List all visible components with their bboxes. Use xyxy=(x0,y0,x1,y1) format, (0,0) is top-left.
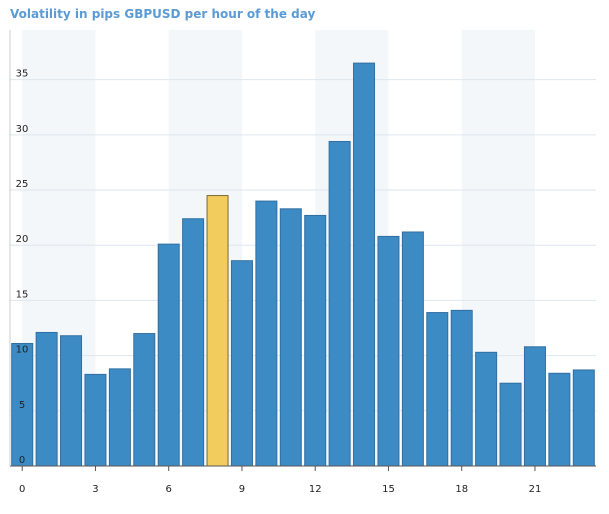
y-tick-label: 35 xyxy=(16,69,29,80)
y-tick-label: 5 xyxy=(19,400,25,411)
bar xyxy=(60,335,83,467)
y-tick-label: 0 xyxy=(19,455,25,466)
bar xyxy=(572,369,595,467)
bar-highlighted xyxy=(206,195,229,467)
y-tick-label: 15 xyxy=(16,289,29,300)
x-tick-label: 15 xyxy=(382,484,395,495)
bar xyxy=(304,214,327,467)
bar xyxy=(353,62,376,467)
bar xyxy=(328,140,351,467)
bar xyxy=(84,373,107,467)
bar xyxy=(255,200,278,467)
background-band xyxy=(168,30,242,466)
bar xyxy=(499,382,522,467)
x-tick-label: 18 xyxy=(455,484,468,495)
chart-title: Volatility in pips GBPUSD per hour of th… xyxy=(10,7,316,21)
x-tick-label: 6 xyxy=(166,484,172,495)
y-tick-label: 10 xyxy=(16,345,29,356)
bar xyxy=(523,346,546,467)
bar xyxy=(157,243,180,467)
bar xyxy=(548,372,571,467)
x-tick-label: 21 xyxy=(529,484,542,495)
y-tick-label: 30 xyxy=(16,124,29,135)
bar xyxy=(279,208,302,467)
y-tick-label: 25 xyxy=(16,179,29,190)
bar xyxy=(475,351,498,467)
y-tick-label: 20 xyxy=(16,234,29,245)
background-band xyxy=(315,30,389,466)
background-band xyxy=(22,30,96,466)
background-band xyxy=(461,30,535,466)
x-tick-label: 0 xyxy=(19,484,25,495)
bar xyxy=(450,309,473,467)
x-tick-label: 3 xyxy=(92,484,98,495)
bar xyxy=(35,331,58,467)
bar xyxy=(108,368,131,467)
bar xyxy=(377,235,400,467)
bar xyxy=(426,312,449,467)
x-tick-label: 12 xyxy=(309,484,322,495)
bar xyxy=(401,231,424,467)
bar xyxy=(182,218,205,467)
x-tick-label: 9 xyxy=(239,484,245,495)
bar xyxy=(133,333,156,467)
bar xyxy=(230,260,253,467)
